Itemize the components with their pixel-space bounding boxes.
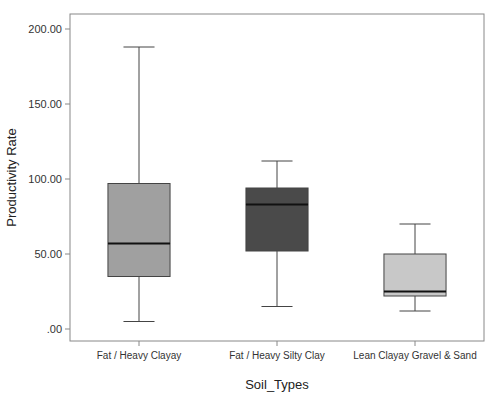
y-tick-label: 200.00 [28, 23, 62, 35]
x-tick [415, 341, 416, 346]
whisker-high [139, 47, 140, 184]
y-tick-label: 50.00 [34, 248, 62, 260]
y-tick [65, 254, 70, 255]
y-tick-label: 150.00 [28, 98, 62, 110]
x-tick [277, 341, 278, 346]
chart-container: .00 50.00 100.00 150.00 200.00 Fat / Heavy Cl… [0, 0, 500, 403]
box [384, 254, 446, 296]
whisker-high [415, 224, 416, 254]
cap-high [399, 224, 430, 225]
y-tick-label: .00 [47, 323, 62, 335]
x-tick-label: Fat / Heavy Silty Clay [229, 350, 325, 361]
x-tick-label: Lean Clayay Gravel & Sand [353, 350, 476, 361]
y-tick-label: 100.00 [28, 173, 62, 185]
median [246, 204, 308, 206]
whisker-high [277, 161, 278, 188]
y-tick [65, 179, 70, 180]
y-tick [65, 104, 70, 105]
boxes [108, 47, 446, 322]
plot-frame [70, 14, 484, 341]
box [108, 184, 170, 277]
x-axis-label: Soil_Types [245, 377, 309, 392]
cap-high [261, 161, 292, 162]
y-tick [65, 29, 70, 30]
y-tick [65, 329, 70, 330]
whisker-low [415, 296, 416, 311]
cap-high [123, 47, 154, 48]
x-tick [139, 341, 140, 346]
chart: .00 50.00 100.00 150.00 200.00 Fat / Heavy Cl… [0, 0, 500, 403]
whisker-low [139, 277, 140, 322]
cap-low [123, 321, 154, 322]
box [246, 188, 308, 251]
cap-low [261, 306, 292, 307]
y-axis-label: Productivity Rate [4, 128, 19, 226]
whisker-low [277, 251, 278, 307]
median [384, 291, 446, 293]
cap-low [399, 311, 430, 312]
x-tick-label: Fat / Heavy Clayay [97, 350, 181, 361]
median [108, 243, 170, 245]
